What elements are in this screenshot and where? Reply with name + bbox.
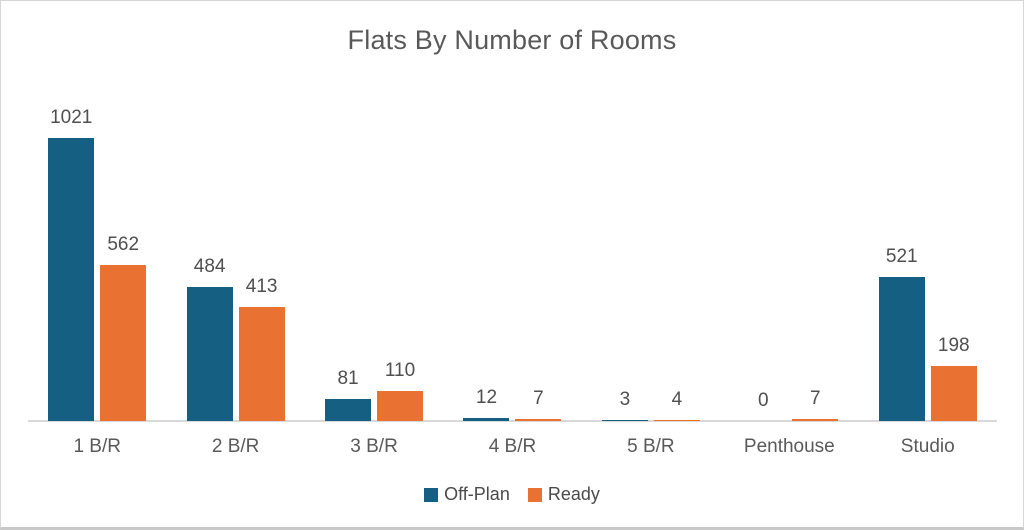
category-label: Penthouse [743, 436, 835, 457]
category-label: 4 B/R [488, 436, 537, 457]
bar-wrap-ready: 198 [930, 335, 977, 421]
category-label: 5 B/R [627, 436, 675, 457]
legend-item-ready: Ready [527, 484, 600, 505]
bar-wrap-off-plan: 81 [325, 367, 372, 421]
data-label-off-plan: 0 [758, 390, 769, 412]
bar-off-plan [878, 276, 925, 421]
data-label-ready: 7 [810, 388, 821, 410]
data-label-off-plan: 3 [619, 389, 631, 411]
category-label: 1 B/R [73, 436, 121, 457]
bar-wrap-off-plan: 521 [878, 245, 925, 421]
bar-wrap-off-plan: 484 [186, 255, 233, 421]
bar-off-plan [463, 417, 510, 421]
bar-ready [100, 265, 147, 421]
bar-wrap-ready: 562 [100, 234, 147, 421]
bar-ready [792, 419, 839, 421]
bar-off-plan [48, 138, 95, 421]
data-label-off-plan: 484 [193, 255, 226, 277]
data-label-ready: 562 [107, 234, 140, 256]
category-group-1-b-r: 1021 562 [28, 1, 166, 421]
category-label: Studio [900, 436, 955, 457]
bar-wrap-ready: 413 [238, 275, 285, 421]
bar-ready [653, 419, 700, 421]
data-label-off-plan: 1021 [50, 107, 93, 129]
data-label-ready: 110 [384, 359, 416, 381]
chart-title: Flats By Number of Rooms [347, 25, 677, 55]
category-group-2-b-r: 484 413 [166, 1, 304, 421]
x-axis-line [28, 420, 997, 422]
bar-off-plan [601, 420, 648, 421]
bar-wrap-off-plan: 1021 [48, 107, 95, 421]
bar-ready [515, 419, 562, 421]
legend-swatch-off-plan [424, 487, 439, 502]
bar-wrap-off-plan: 0 [740, 390, 786, 421]
bar-ready [238, 306, 285, 421]
legend-label: Off-Plan [444, 484, 510, 504]
bar-wrap-ready: 4 [653, 389, 700, 421]
data-label-ready: 7 [533, 388, 544, 410]
data-label-ready: 413 [245, 275, 278, 297]
bar-ready [930, 366, 977, 421]
category-label: 3 B/R [350, 436, 398, 457]
bar-ready [377, 390, 424, 421]
category-group-4-b-r: 12 7 [443, 1, 581, 421]
bar-off-plan [325, 398, 372, 421]
plot-area: 1021 562 484 413 81 110 12 7 3 4 0 7 521 198 [28, 1, 997, 421]
data-label-off-plan: 81 [337, 367, 359, 389]
data-label-ready: 4 [671, 389, 683, 411]
data-label-off-plan: 521 [885, 245, 918, 267]
legend-item-off-plan: Off-Plan [424, 484, 510, 505]
data-label-off-plan: 12 [475, 386, 498, 408]
bar-wrap-ready: 110 [377, 359, 424, 421]
data-label-ready: 198 [937, 335, 970, 357]
category-group-studio: 521 198 [859, 1, 997, 421]
category-axis: 1 B/R 2 B/R 3 B/R 4 B/R 5 B/R Penthouse Studio [28, 421, 997, 458]
bar-wrap-ready: 7 [792, 388, 839, 421]
bar-wrap-off-plan: 12 [463, 386, 510, 421]
legend-label: Ready [547, 484, 600, 504]
legend: Off-Plan Ready [1, 484, 1023, 505]
category-label: 2 B/R [211, 436, 260, 457]
category-group-3-b-r: 81 110 [305, 1, 443, 421]
bar-wrap-off-plan: 3 [601, 389, 648, 421]
legend-swatch-ready [527, 487, 542, 502]
bar-off-plan [186, 286, 233, 421]
bar-wrap-ready: 7 [515, 388, 562, 421]
